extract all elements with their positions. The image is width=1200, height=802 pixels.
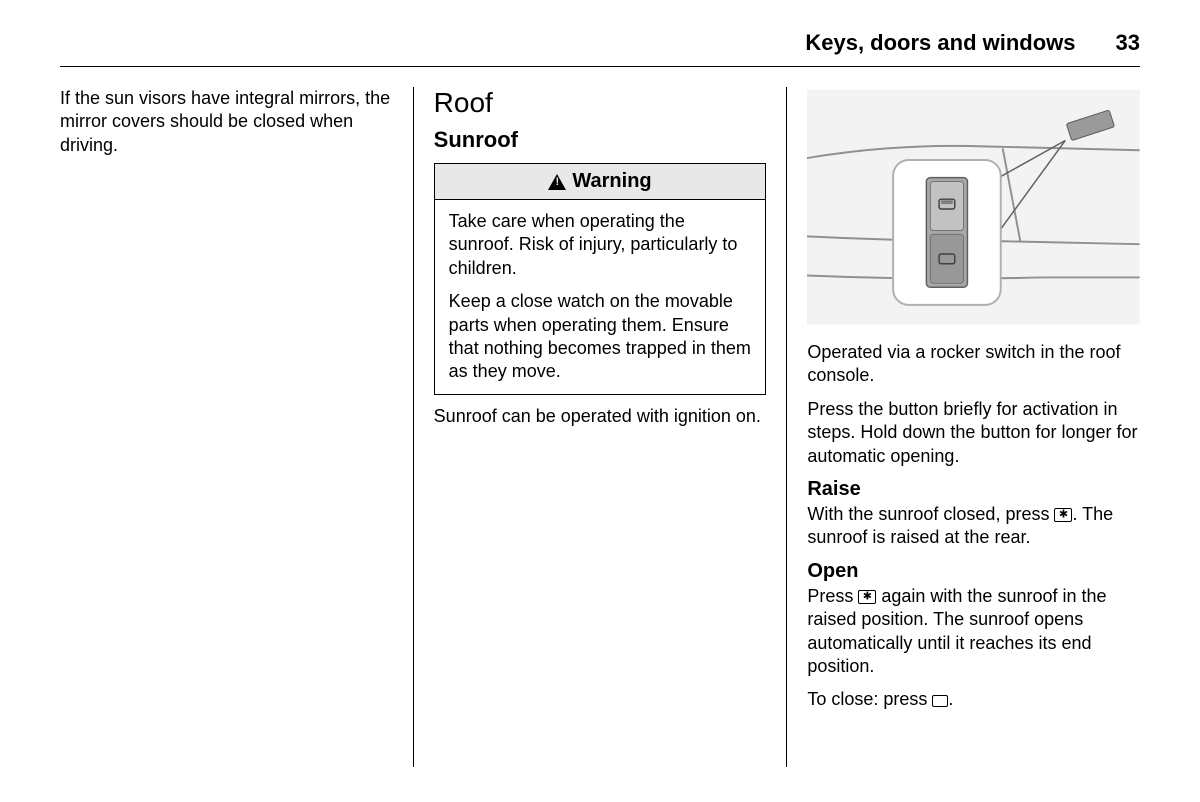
ignition-note: Sunroof can be operated with ignition on… <box>434 405 767 428</box>
close-pre: To close: press <box>807 689 932 709</box>
open-pre: Press <box>807 586 858 606</box>
close-post: . <box>948 689 953 709</box>
open-heading: Open <box>807 560 1140 583</box>
warning-box: Warning Take care when operating the sun… <box>434 163 767 395</box>
open-button-icon <box>858 590 876 604</box>
activation-text: Press the button briefly for activation … <box>807 398 1140 468</box>
raise-pre: With the sunroof closed, press <box>807 504 1054 524</box>
raise-heading: Raise <box>807 478 1140 501</box>
roof-heading: Roof <box>434 87 767 119</box>
rocker-switch-text: Operated via a rocker switch in the roof… <box>807 341 1140 388</box>
warning-header: Warning <box>435 164 766 200</box>
raise-text: With the sunroof closed, press . The sun… <box>807 503 1140 550</box>
sunroof-heading: Sunroof <box>434 127 767 153</box>
warning-p1: Take care when operating the sunroof. Ri… <box>449 210 752 280</box>
raise-button-icon <box>1054 508 1072 522</box>
column-2: Roof Sunroof Warning Take care when oper… <box>414 87 788 767</box>
warning-triangle-icon <box>548 174 566 190</box>
content-columns: If the sun visors have integral mirrors,… <box>60 87 1140 767</box>
warning-p2: Keep a close watch on the movable parts … <box>449 290 752 384</box>
close-button-icon <box>932 695 948 707</box>
page-number: 33 <box>1116 30 1140 56</box>
column-3: Operated via a rocker switch in the roof… <box>787 87 1140 767</box>
chapter-title: Keys, doors and windows <box>805 30 1075 56</box>
warning-body: Take care when operating the sunroof. Ri… <box>435 200 766 394</box>
sunroof-switch-illustration <box>807 87 1140 327</box>
column-1: If the sun visors have integral mirrors,… <box>60 87 414 767</box>
page-header: Keys, doors and windows 33 <box>60 30 1140 67</box>
sun-visor-note: If the sun visors have integral mirrors,… <box>60 87 393 157</box>
warning-label: Warning <box>572 170 651 193</box>
open-text: Press again with the sunroof in the rais… <box>807 585 1140 679</box>
close-text: To close: press . <box>807 688 1140 711</box>
